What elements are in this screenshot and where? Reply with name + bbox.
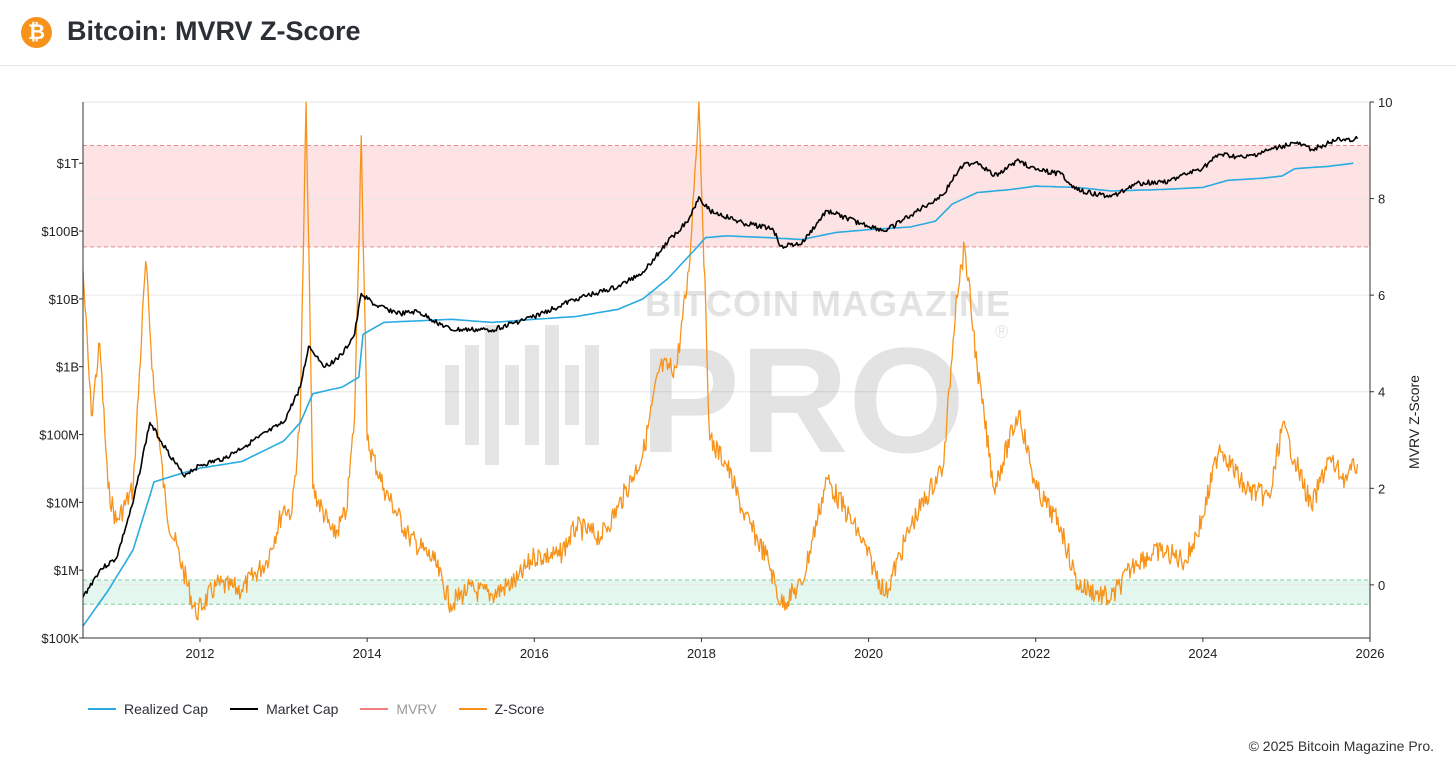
series-line-realized-cap [82,162,1354,627]
chart-legend: Realized Cap Market Cap MVRV Z-Score [88,698,566,720]
legend-label-realized-cap: Realized Cap [124,701,209,717]
right-tick-label: 6 [1378,288,1385,303]
left-tick-label: $1M [54,563,79,578]
page-header: ₿ Bitcoin: MVRV Z-Score [0,0,1456,66]
watermark-bar-icon [445,365,459,425]
red-zone-band [83,145,1370,247]
right-tick-label: 8 [1378,192,1385,207]
legend-label-mvrv: MVRV [396,701,437,717]
legend-item-market-cap[interactable]: Market Cap [230,701,338,717]
series-line-market-cap [82,135,1359,598]
watermark-line2: PRO [640,316,965,484]
x-tick-label: 2016 [520,646,549,661]
left-tick-label: $10B [49,292,79,307]
x-tick-label: 2022 [1021,646,1050,661]
legend-item-z-score[interactable]: Z-Score [458,701,545,717]
right-tick-label: 0 [1378,578,1385,593]
legend-swatch-z-score [458,708,487,710]
legend-swatch-market-cap [230,708,259,710]
series-line-z-score [82,101,1359,621]
x-tick-label: 2014 [353,646,382,661]
left-tick-label: $1T [57,156,79,171]
left-tick-label: $100K [41,631,79,646]
legend-item-realized-cap[interactable]: Realized Cap [88,701,208,717]
x-tick-label: 2018 [687,646,716,661]
green-zone-band [83,580,1370,605]
copyright-notice: © 2025 Bitcoin Magazine Pro. [1248,738,1434,754]
x-tick-label: 2012 [186,646,215,661]
left-tick-label: $100M [39,428,79,443]
x-tick-label: 2020 [854,646,883,661]
left-tick-label: $1B [56,360,79,375]
watermark-bar-icon [465,345,479,445]
bitcoin-logo-icon: ₿ [21,17,52,48]
watermark-bar-icon [585,345,599,445]
legend-swatch-realized-cap [88,708,116,710]
x-tick-label: 2024 [1188,646,1217,661]
x-tick-label: 2026 [1356,646,1385,661]
right-tick-label: 4 [1378,385,1385,400]
watermark-bar-icon [565,365,579,425]
legend-label-z-score: Z-Score [494,701,545,717]
watermark-bar-icon [505,365,519,425]
left-tick-label: $100B [41,224,79,239]
watermark-bar-icon [525,345,539,445]
watermark-bar-icon [545,325,559,465]
right-tick-label: 2 [1378,481,1385,496]
legend-label-market-cap: Market Cap [266,701,339,717]
legend-item-mvrv[interactable]: MVRV [360,701,437,717]
legend-swatch-mvrv [360,708,389,710]
watermark-reg-mark: ® [995,322,1008,342]
right-tick-label: 10 [1378,95,1392,110]
watermark-bar-icon [485,325,499,465]
left-tick-label: $10M [46,495,79,510]
right-axis-title: MVRV Z-Score [1406,375,1422,469]
page-title: Bitcoin: MVRV Z-Score [67,16,361,46]
